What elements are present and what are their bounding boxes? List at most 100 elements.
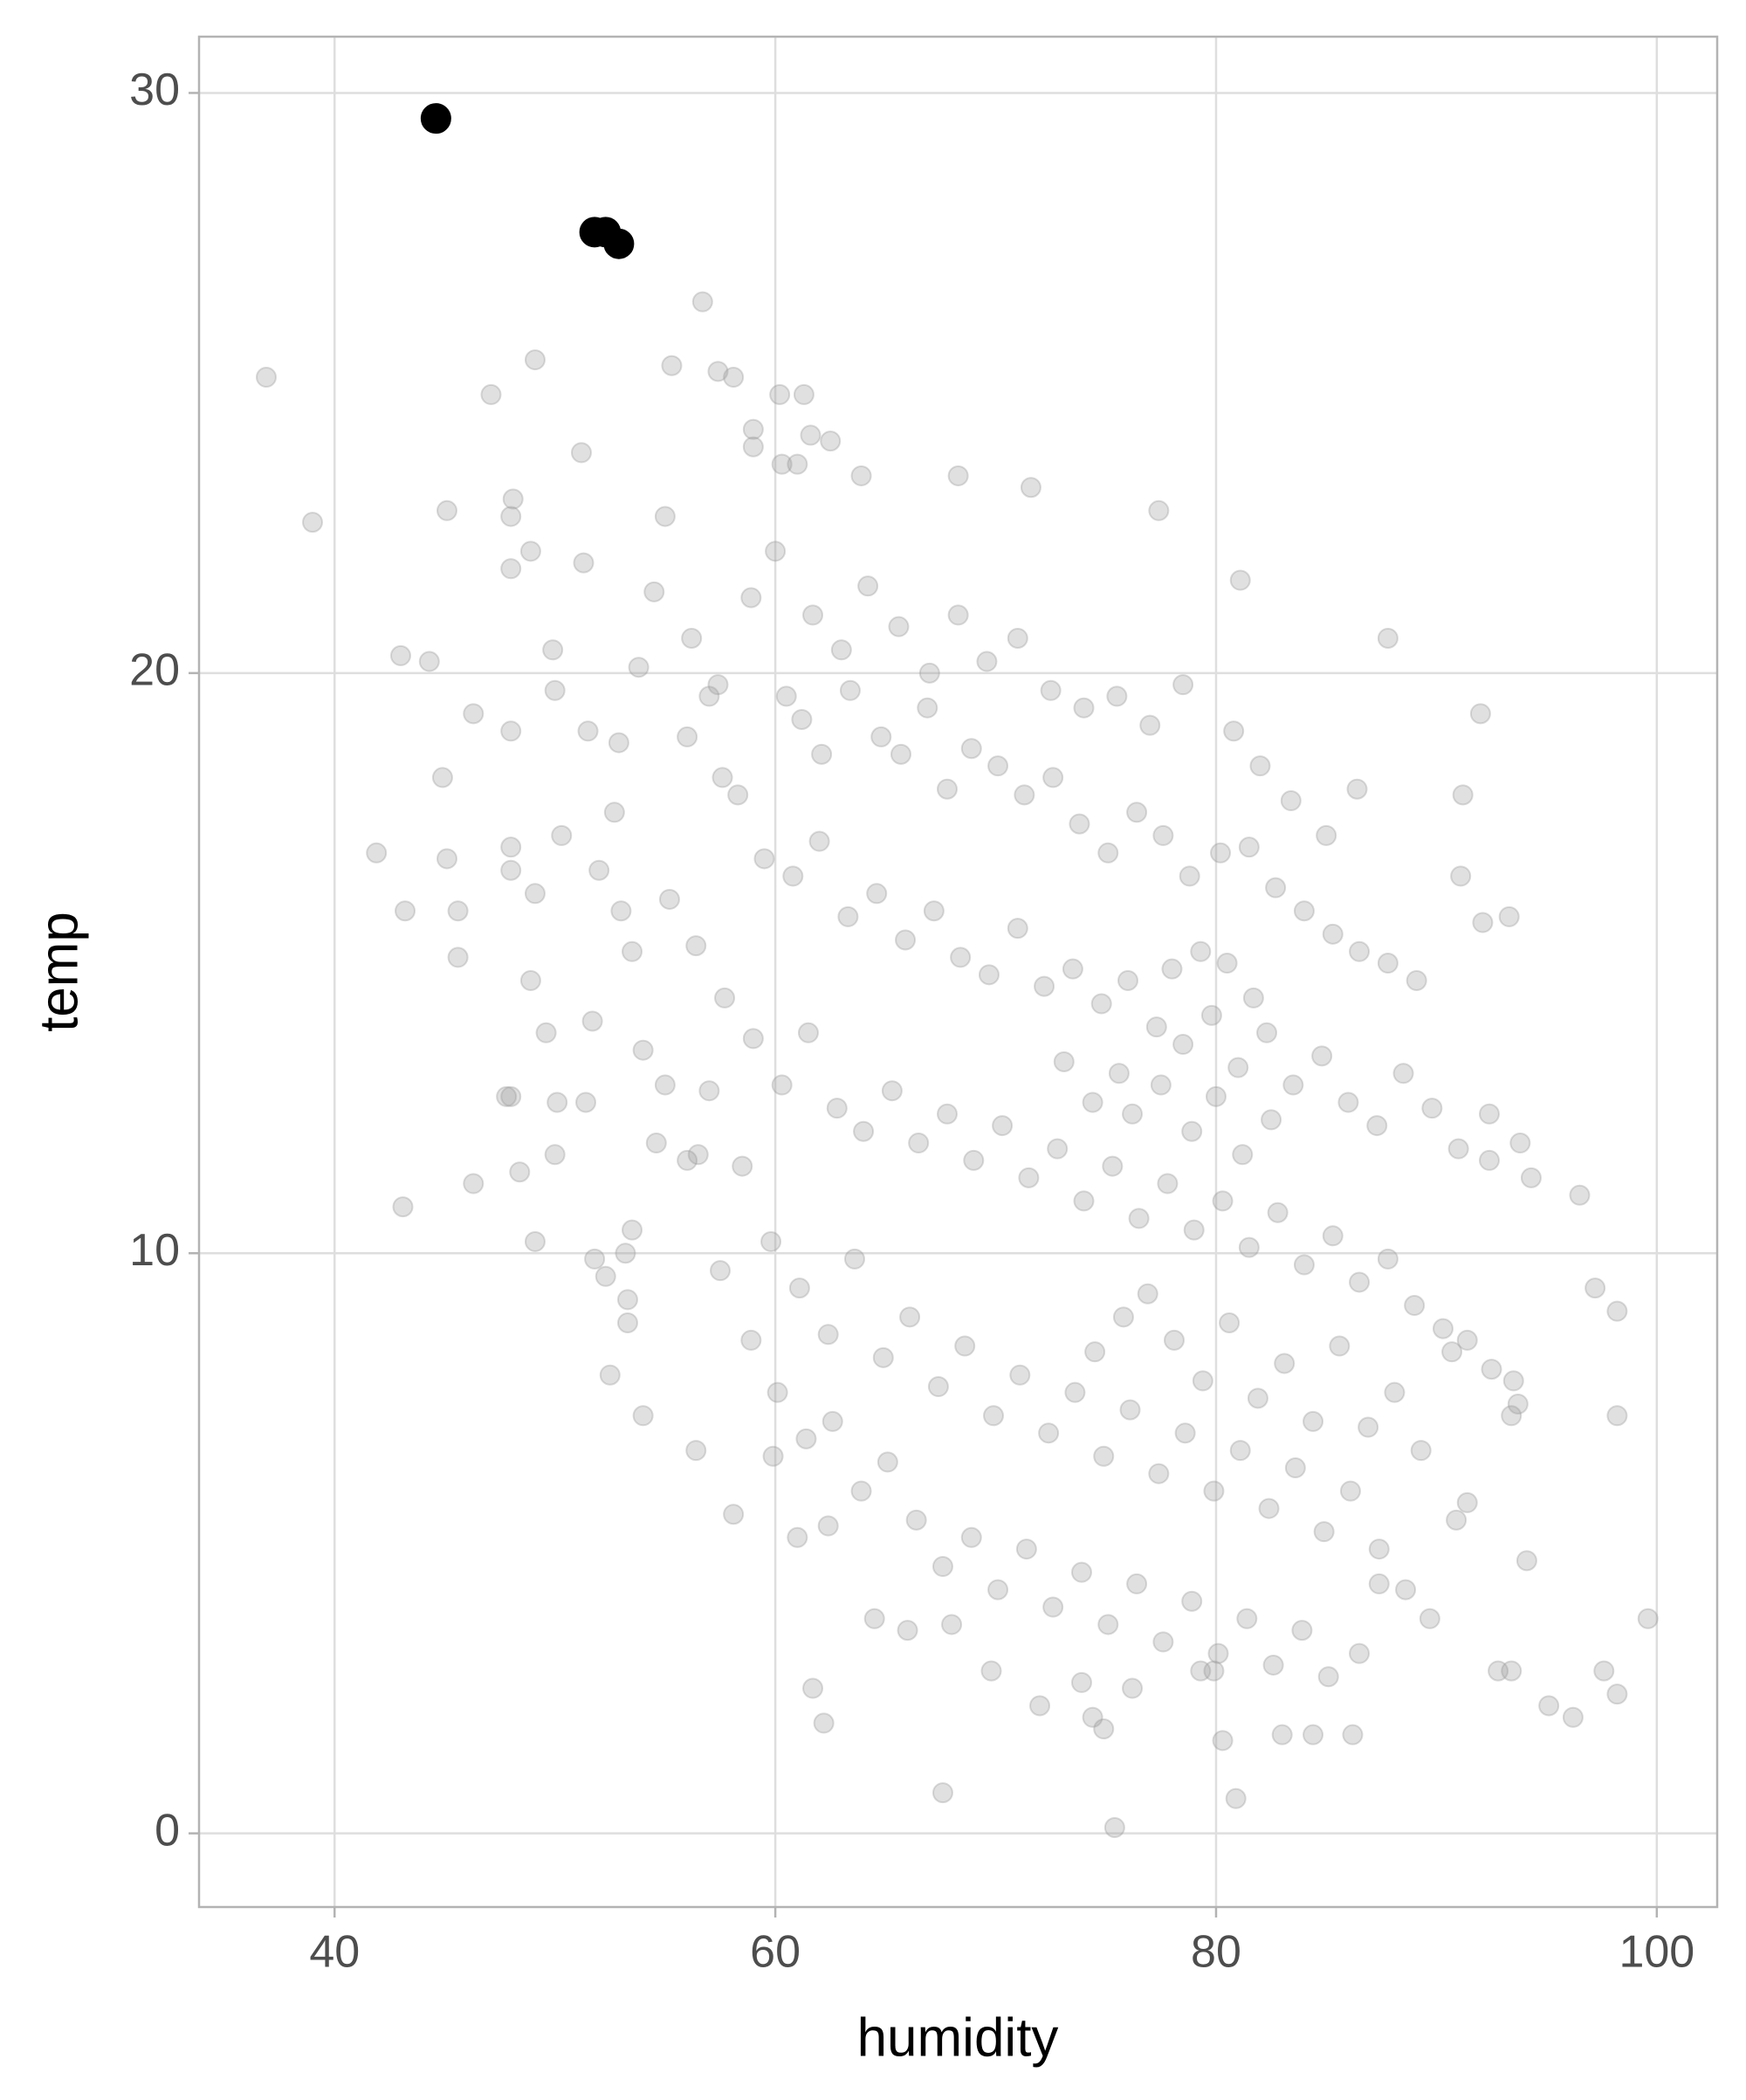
point: [1339, 1480, 1361, 1502]
point: [1181, 1590, 1203, 1612]
point: [941, 1614, 963, 1635]
point: [797, 1022, 819, 1043]
point: [1368, 1573, 1390, 1594]
point: [524, 349, 546, 371]
point: [1164, 1329, 1186, 1351]
y-axis-title: temp: [29, 912, 89, 1032]
point: [570, 442, 592, 464]
point: [983, 1405, 1005, 1427]
point: [863, 1608, 885, 1629]
point: [628, 657, 650, 678]
point: [857, 575, 879, 597]
point: [447, 947, 469, 968]
point: [897, 1620, 918, 1642]
point: [820, 430, 842, 452]
point: [1018, 1167, 1040, 1188]
point: [1137, 1283, 1158, 1305]
y-tick-label: 30: [129, 65, 180, 115]
point: [817, 1324, 839, 1346]
point: [658, 888, 680, 910]
point: [1432, 1318, 1454, 1339]
point: [1174, 1422, 1196, 1444]
point: [603, 802, 625, 823]
point: [1062, 958, 1083, 980]
point: [1207, 1642, 1229, 1664]
point: [599, 1364, 621, 1386]
point: [782, 865, 804, 887]
point: [1247, 1387, 1268, 1409]
point: [1181, 1120, 1203, 1142]
point: [1262, 1654, 1284, 1676]
point: [931, 1556, 953, 1578]
point: [1337, 1091, 1359, 1113]
point: [616, 1312, 638, 1333]
point: [791, 708, 813, 730]
point: [1384, 1381, 1406, 1403]
x-tick-label: 60: [750, 1927, 801, 1978]
point: [1007, 627, 1028, 649]
point: [632, 1405, 654, 1427]
point: [687, 1144, 709, 1166]
point: [870, 726, 892, 747]
point: [963, 1149, 985, 1171]
point: [843, 1248, 865, 1270]
point: [615, 1243, 636, 1264]
point: [1161, 958, 1183, 980]
point: [463, 1173, 485, 1195]
point: [603, 228, 635, 259]
point: [577, 720, 599, 742]
point: [1122, 1103, 1144, 1125]
point: [960, 738, 982, 760]
point: [954, 1335, 976, 1357]
point: [535, 1022, 557, 1043]
point: [581, 1010, 603, 1032]
point: [643, 581, 665, 602]
point: [1293, 900, 1315, 922]
point: [710, 1260, 732, 1282]
point: [1446, 1509, 1468, 1531]
point: [1349, 1271, 1371, 1293]
point: [698, 685, 720, 707]
point: [771, 453, 793, 475]
point: [645, 1132, 667, 1153]
point: [1450, 865, 1472, 887]
point: [905, 1509, 927, 1531]
point: [420, 103, 451, 134]
point: [1082, 1091, 1103, 1113]
point: [1342, 1724, 1364, 1745]
point: [1047, 1138, 1069, 1160]
point: [950, 947, 972, 968]
point: [1358, 1416, 1379, 1438]
point: [1322, 923, 1344, 945]
point: [1282, 1074, 1304, 1096]
point: [1212, 1730, 1234, 1752]
point: [1606, 1300, 1628, 1322]
point: [890, 743, 911, 765]
point: [1584, 1277, 1606, 1299]
point: [1219, 1312, 1241, 1333]
point: [1502, 1370, 1524, 1392]
point: [524, 883, 546, 905]
point: [1498, 905, 1520, 927]
point: [1172, 1034, 1194, 1056]
point: [1329, 1335, 1351, 1357]
point: [389, 644, 411, 666]
point: [500, 859, 522, 881]
point: [1210, 842, 1232, 864]
point: [418, 651, 440, 672]
point: [1317, 1666, 1339, 1688]
point: [1108, 1063, 1130, 1084]
point: [742, 1028, 764, 1050]
point: [1472, 912, 1494, 933]
point: [872, 1346, 894, 1368]
point: [1274, 1353, 1296, 1374]
point: [1406, 969, 1427, 991]
point: [1148, 499, 1170, 521]
point: [866, 883, 888, 905]
point: [1481, 1359, 1502, 1380]
point: [1117, 969, 1138, 991]
point: [1593, 1660, 1615, 1682]
point: [1053, 1050, 1075, 1072]
point: [1265, 877, 1287, 899]
